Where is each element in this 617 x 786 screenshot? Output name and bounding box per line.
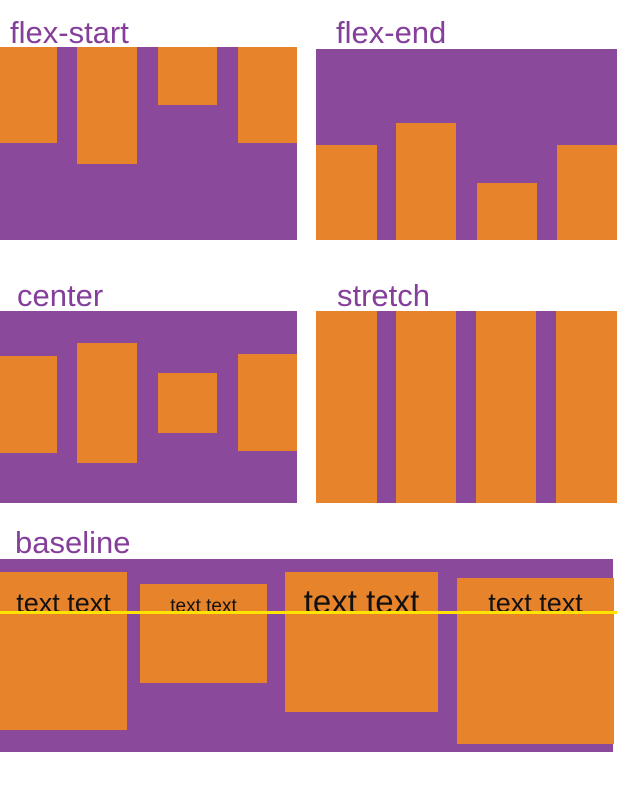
flex-item	[0, 47, 57, 143]
flex-item	[316, 311, 377, 503]
stretch-container	[316, 311, 617, 503]
flex-item	[476, 311, 536, 503]
flex-item	[557, 145, 617, 240]
flex-start-container	[0, 47, 297, 240]
flex-item	[77, 47, 137, 164]
baseline-flex-item: text text	[457, 578, 614, 744]
panel-label-baseline: baseline	[15, 525, 131, 560]
center-container	[0, 311, 297, 503]
flex-item	[158, 373, 217, 433]
baseline-flex-item: text text	[0, 572, 127, 730]
flex-item	[396, 311, 456, 503]
flex-item	[238, 354, 297, 451]
panel-label-flex-start: flex-start	[10, 15, 129, 50]
baseline-container: text text text text text text text text	[0, 559, 614, 752]
flex-item	[316, 145, 377, 240]
panel-label-flex-end: flex-end	[336, 15, 447, 50]
baseline-rule-line	[0, 611, 617, 614]
flex-item	[396, 123, 456, 240]
baseline-flex-item: text text	[285, 572, 438, 712]
flex-item	[158, 47, 217, 105]
flex-item	[77, 343, 137, 463]
flex-end-container	[316, 49, 617, 240]
flex-item	[556, 311, 617, 503]
flex-item	[477, 183, 537, 240]
flex-item	[0, 356, 57, 453]
baseline-flex-item: text text	[140, 584, 267, 683]
flex-item	[238, 47, 297, 143]
panel-label-stretch: stretch	[337, 278, 431, 313]
panel-label-center: center	[17, 278, 104, 313]
